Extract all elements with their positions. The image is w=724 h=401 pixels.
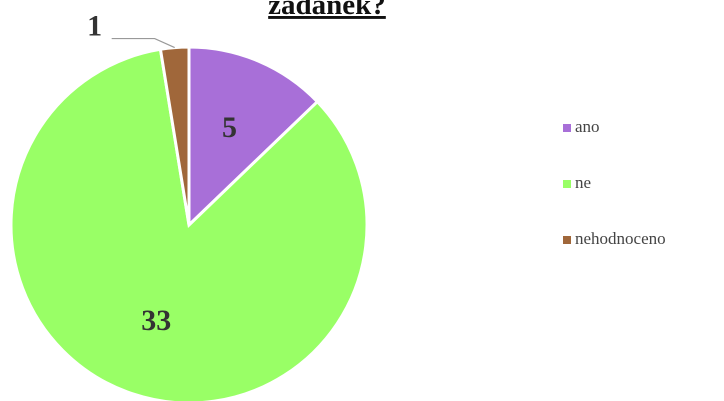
legend-marker xyxy=(563,236,571,244)
chart-title: žádanek? xyxy=(268,0,386,21)
leader-line xyxy=(111,37,175,49)
pie-slice xyxy=(187,45,320,229)
pie-slice xyxy=(158,45,191,226)
legend-marker xyxy=(563,180,571,188)
data-label: 5 xyxy=(222,111,237,144)
data-label: 33 xyxy=(141,304,171,337)
legend-label: nehodnoceno xyxy=(575,229,666,248)
legend-label: ne xyxy=(575,173,591,192)
legend-label: ano xyxy=(575,117,600,136)
data-label: 1 xyxy=(87,9,102,42)
legend-marker xyxy=(563,124,571,132)
pie-slice xyxy=(9,47,369,401)
